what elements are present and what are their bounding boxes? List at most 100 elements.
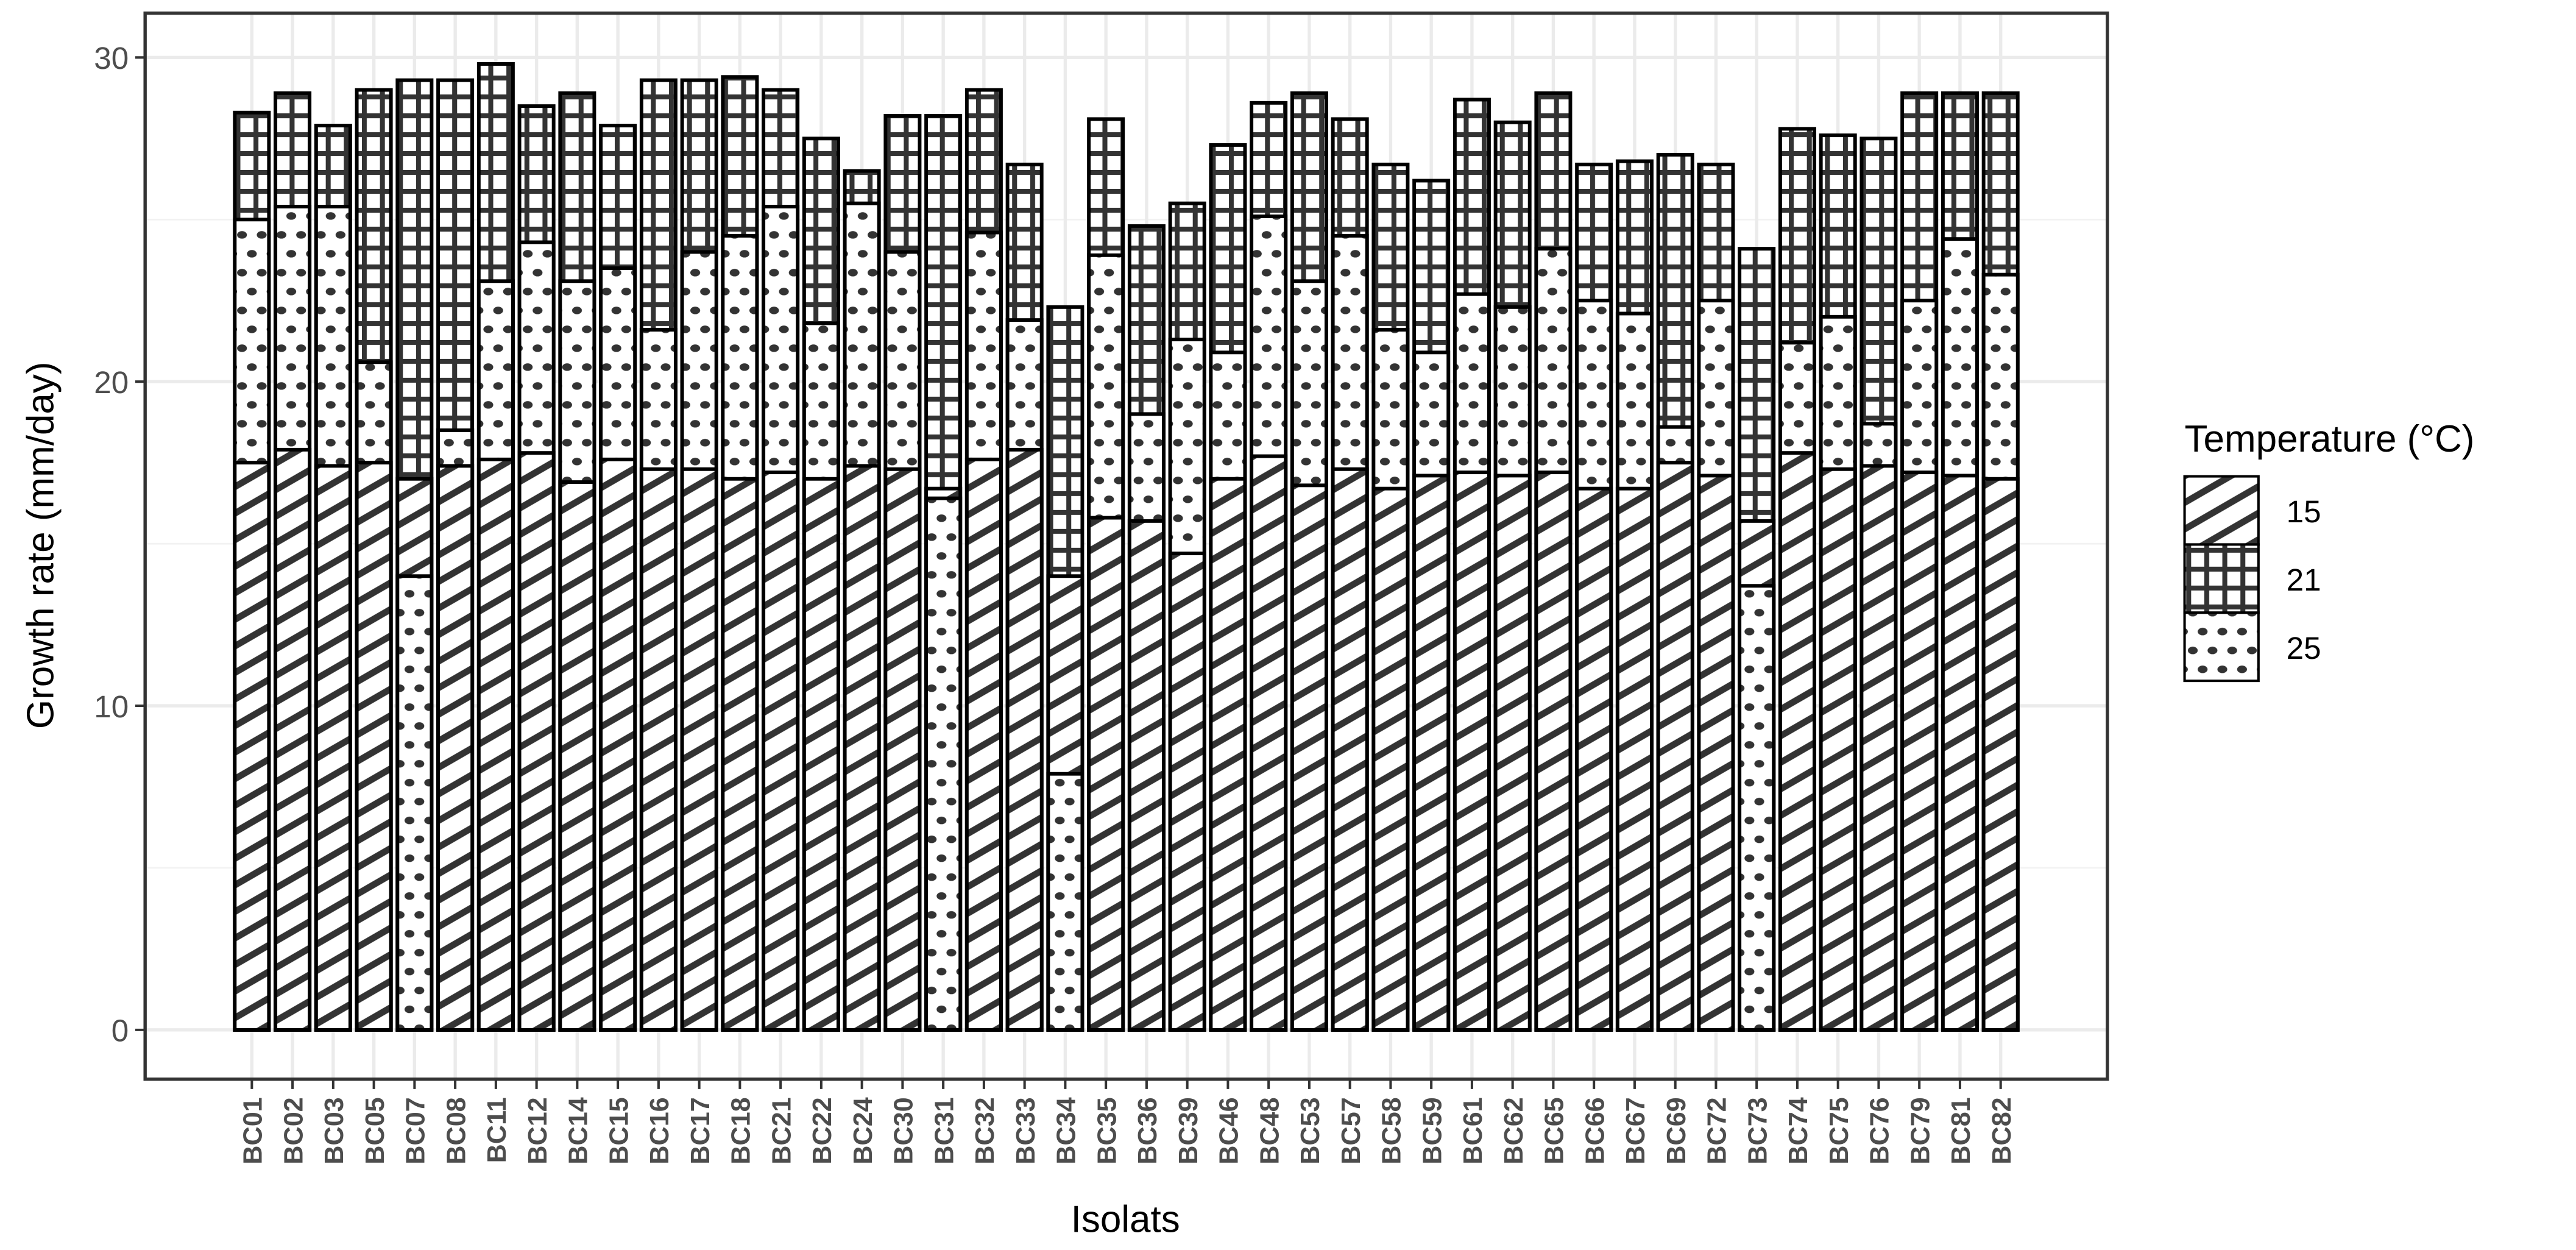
x-tick-label: BC82: [1987, 1097, 2017, 1164]
x-tick-label: BC35: [1092, 1097, 1122, 1164]
bar-BC69-15: [1656, 461, 1694, 1032]
x-tick-label: BC07: [402, 1097, 431, 1164]
legend-label-21: 21: [2287, 563, 2321, 597]
legend-title: Temperature (°C): [2185, 418, 2475, 460]
bar-BC08-15: [436, 464, 475, 1032]
legend-key-25: [2183, 611, 2260, 683]
bar-BC30-15: [883, 467, 922, 1032]
y-axis-title: Growth rate (mm/day): [19, 361, 62, 729]
x-tick-label: BC61: [1459, 1097, 1488, 1164]
x-tick-label: BC48: [1255, 1097, 1284, 1164]
x-tick-label: BC33: [1011, 1097, 1041, 1164]
bar-BC48-15: [1250, 454, 1288, 1032]
x-tick-label: BC05: [361, 1097, 390, 1164]
bar-BC01-15: [233, 461, 271, 1032]
legend-label-25: 25: [2287, 631, 2321, 666]
bar-BC75-15: [1819, 467, 1857, 1032]
x-axis: BC01 BC02 BC03 BC05 BC07 BC08 BC11 BC12 BC14 BC15…: [239, 1079, 2017, 1165]
x-tick-label: BC18: [727, 1097, 756, 1164]
x-tick-label: BC46: [1215, 1097, 1244, 1164]
legend: Temperature (°C) 15 21 25: [2183, 418, 2475, 683]
bar-BC11-15: [476, 457, 515, 1032]
bar-BC58-15: [1371, 486, 1410, 1032]
x-tick-label: BC76: [1866, 1097, 1895, 1164]
bar-BC18-15: [721, 477, 759, 1032]
bar-BC02-15: [274, 447, 312, 1032]
bar-BC15-15: [599, 457, 637, 1032]
x-tick-label: BC57: [1337, 1097, 1366, 1164]
x-tick-label: BC24: [849, 1097, 878, 1164]
x-tick-label: BC75: [1825, 1097, 1854, 1164]
bar-BC14-15: [558, 480, 596, 1032]
x-tick-label: BC79: [1906, 1097, 1935, 1164]
x-tick-label: BC14: [564, 1097, 593, 1164]
bar-BC21-15: [762, 471, 800, 1032]
x-tick-label: BC15: [604, 1097, 634, 1164]
bar-BC05-15: [355, 461, 393, 1032]
bar-BC07-25: [395, 574, 434, 1032]
bar-BC17-15: [680, 467, 718, 1032]
legend-key-15: [2183, 475, 2260, 546]
y-tick-label: 0: [111, 1014, 129, 1048]
bar-BC34-25: [1046, 772, 1085, 1032]
bar-BC33-15: [1005, 447, 1044, 1032]
x-tick-label: BC16: [645, 1097, 674, 1164]
bar-BC72-15: [1697, 474, 1735, 1032]
x-tick-label: BC58: [1378, 1097, 1407, 1164]
x-tick-label: BC34: [1052, 1097, 1081, 1164]
bars: [233, 62, 2020, 1032]
bar-BC35-15: [1087, 516, 1125, 1032]
x-tick-label: BC12: [523, 1097, 553, 1164]
bar-BC24-15: [843, 464, 881, 1032]
bar-BC46-15: [1209, 477, 1247, 1032]
bar-BC03-15: [314, 464, 352, 1032]
bar-BC82-15: [1981, 477, 2020, 1032]
x-tick-label: BC73: [1743, 1097, 1772, 1164]
x-tick-label: BC30: [890, 1097, 919, 1164]
panel-border: [143, 11, 2109, 1081]
x-tick-label: BC02: [279, 1097, 308, 1164]
bar-BC65-15: [1534, 471, 1573, 1032]
bar-BC59-15: [1412, 474, 1451, 1032]
x-tick-label: BC36: [1133, 1097, 1162, 1164]
bar-BC76-15: [1859, 464, 1898, 1032]
x-tick-label: BC17: [686, 1097, 715, 1164]
y-tick-label: 30: [94, 41, 129, 76]
y-axis: 0 10 20 30: [94, 41, 146, 1048]
bar-BC22-15: [802, 477, 840, 1032]
bar-BC66-15: [1575, 486, 1613, 1032]
x-tick-label: BC01: [239, 1097, 268, 1164]
x-tick-label: BC08: [442, 1097, 471, 1164]
x-tick-label: BC32: [971, 1097, 1000, 1164]
bar-BC36-15: [1127, 519, 1166, 1032]
x-tick-label: BC66: [1580, 1097, 1610, 1164]
x-tick-label: BC59: [1418, 1097, 1447, 1164]
bar-BC31-25: [924, 496, 963, 1032]
bar-BC81-15: [1941, 474, 1979, 1032]
bar-BC12-15: [517, 451, 556, 1032]
x-axis-title: Isolats: [1071, 1198, 1180, 1240]
bar-BC39-15: [1168, 552, 1206, 1032]
legend-key-21: [2183, 543, 2260, 614]
x-tick-label: BC69: [1662, 1097, 1691, 1164]
bar-BC53-15: [1290, 483, 1328, 1032]
y-tick-label: 10: [94, 689, 129, 724]
x-tick-label: BC62: [1499, 1097, 1529, 1164]
x-tick-label: BC03: [320, 1097, 349, 1164]
bar-BC73-25: [1738, 584, 1776, 1032]
bar-BC74-15: [1778, 451, 1816, 1032]
x-tick-label: BC31: [930, 1097, 959, 1164]
legend-label-15: 15: [2287, 494, 2321, 529]
y-tick-label: 20: [94, 365, 129, 400]
bar-BC57-15: [1331, 467, 1369, 1032]
x-tick-label: BC72: [1703, 1097, 1732, 1164]
bar-BC79-15: [1900, 471, 1939, 1032]
x-tick-label: BC67: [1621, 1097, 1651, 1164]
bar-BC67-15: [1615, 486, 1654, 1032]
x-tick-label: BC65: [1540, 1097, 1569, 1164]
x-tick-label: BC39: [1174, 1097, 1203, 1164]
bar-BC62-15: [1493, 474, 1532, 1032]
x-tick-label: BC81: [1947, 1097, 1976, 1164]
x-tick-label: BC22: [808, 1097, 837, 1164]
